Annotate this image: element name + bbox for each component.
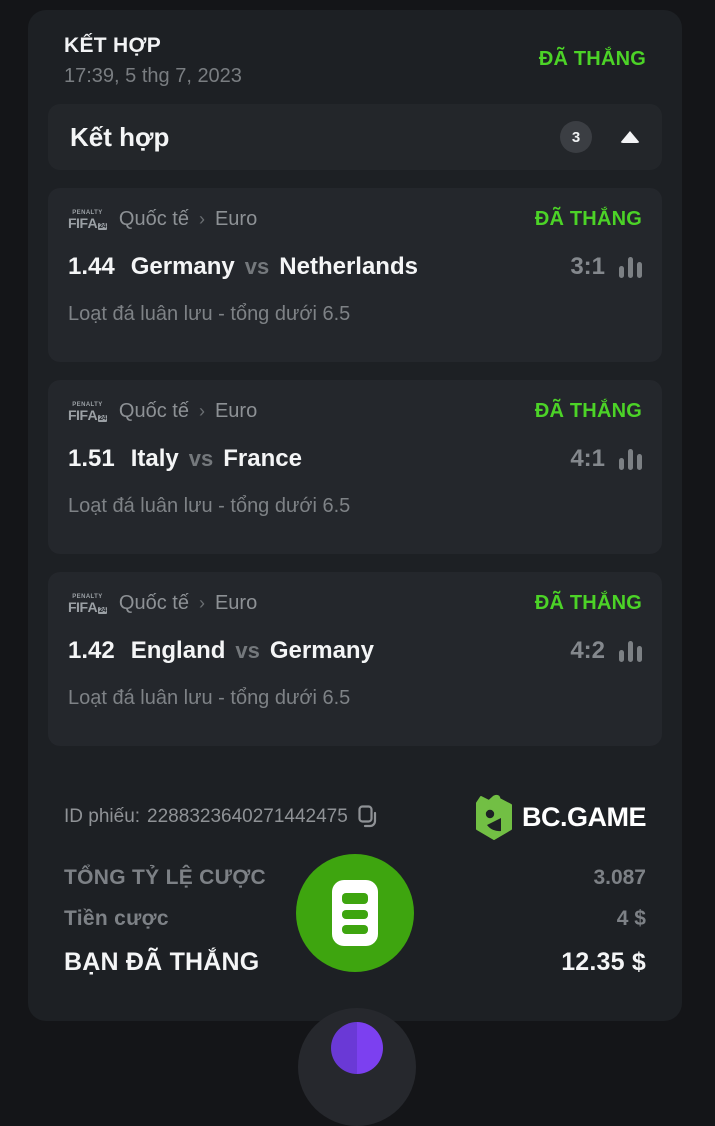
slip-header-left: KẾT HỢP 17:39, 5 thg 7, 2023 xyxy=(64,34,242,88)
win-label: BẠN ĐÃ THẮNG xyxy=(64,948,260,976)
vs-label: vs xyxy=(244,254,270,279)
away-team: France xyxy=(223,445,302,472)
bcgame-mascot-icon xyxy=(476,794,512,840)
bet-card: PENALTY FIF A 24 Quốc tế › Euro ĐÃ THẮNG 1… xyxy=(48,572,662,746)
total-odds-row: TỔNG TỶ LỆ CƯỢC 3.087 xyxy=(64,866,646,890)
bet-status-badge: ĐÃ THẮNG xyxy=(534,208,642,230)
bcgame-wordmark: BC.GAME xyxy=(522,801,647,832)
bet-match-row: 1.42 England vs Germany 4:2 xyxy=(68,637,642,665)
bet-status-badge: ĐÃ THẮNG xyxy=(534,592,642,614)
stats-bars-icon[interactable] xyxy=(619,256,642,278)
bet-card-header: PENALTY FIF A 24 Quốc tế › Euro ĐÃ THẮNG xyxy=(68,400,642,423)
away-team: Netherlands xyxy=(279,253,418,280)
bet-odds: 1.42 xyxy=(68,637,115,664)
win-value: 12.35 $ xyxy=(561,948,646,976)
vs-label: vs xyxy=(235,638,260,663)
match-score: 4:1 xyxy=(570,445,605,472)
breadcrumb-league: Euro xyxy=(214,400,258,422)
breadcrumb-league: Euro xyxy=(214,592,258,614)
total-odds-value: 3.087 xyxy=(593,866,646,889)
bet-card-header: PENALTY FIF A 24 Quốc tế › Euro ĐÃ THẮNG xyxy=(68,208,642,231)
ticket-id-label: ID phiếu: xyxy=(64,806,141,827)
bet-odds: 1.51 xyxy=(68,445,115,472)
bet-card: PENALTY FIF A 24 Quốc tế › Euro ĐÃ THẮNG 1… xyxy=(48,380,662,554)
home-team: England xyxy=(130,637,226,664)
stats-bars-icon[interactable] xyxy=(619,640,642,662)
slip-title: KẾT HỢP xyxy=(64,34,162,57)
stake-label: Tiền cược xyxy=(64,907,169,930)
breadcrumb-separator-icon: › xyxy=(198,593,205,613)
bet-market: Loạt đá luân lưu - tổng dưới 6.5 xyxy=(68,303,351,325)
bet-market: Loạt đá luân lưu - tổng dưới 6.5 xyxy=(68,687,351,709)
bet-card-header: PENALTY FIF A 24 Quốc tế › Euro ĐÃ THẮNG xyxy=(68,592,642,615)
bcgame-logo: BC.GAME xyxy=(474,794,647,840)
total-odds-label: TỔNG TỶ LỆ CƯỢC xyxy=(64,866,267,889)
combo-count-badge: 3 xyxy=(560,121,592,153)
vs-label: vs xyxy=(188,446,214,471)
breadcrumb-category: Quốc tế xyxy=(118,208,189,230)
away-team: Germany xyxy=(269,637,374,664)
betslip-receipt-button[interactable] xyxy=(296,854,414,972)
bet-status-badge: ĐÃ THẮNG xyxy=(534,400,642,422)
currency-orb-button[interactable] xyxy=(331,1022,383,1074)
bet-match-row: 1.51 Italy vs France 4:1 xyxy=(68,445,642,473)
totals-section: TỔNG TỶ LỆ CƯỢC 3.087 Tiền cược 4 $ BẠN … xyxy=(48,854,662,977)
slip-header: KẾT HỢP 17:39, 5 thg 7, 2023 ĐÃ THẮNG xyxy=(48,34,662,88)
bet-card: PENALTY FIF A 24 Quốc tế › Euro ĐÃ THẮNG 1… xyxy=(48,188,662,362)
stake-value: 4 $ xyxy=(616,907,646,930)
win-row: BẠN ĐÃ THẮNG 12.35 $ xyxy=(64,948,646,977)
match-score: 3:1 xyxy=(570,253,605,280)
bet-odds: 1.44 xyxy=(68,253,115,280)
breadcrumb-category: Quốc tế xyxy=(118,592,189,614)
combo-label: Kết hợp xyxy=(70,121,170,152)
ticket-id-value: 2288323640271442475 xyxy=(147,806,348,827)
copy-icon[interactable] xyxy=(358,805,378,829)
breadcrumb-league: Euro xyxy=(214,208,258,230)
breadcrumb-category: Quốc tế xyxy=(118,400,189,422)
slip-timestamp: 17:39, 5 thg 7, 2023 xyxy=(64,65,242,87)
home-team: Germany xyxy=(130,253,235,280)
fifa-penalty-icon: PENALTY FIF A 24 xyxy=(68,593,107,615)
ticket-row: ID phiếu: 2288323640271442475 BC.GAME xyxy=(48,794,662,840)
fifa-penalty-icon: PENALTY FIF A 24 xyxy=(68,209,107,231)
combo-collapse-row[interactable]: Kết hợp 3 xyxy=(48,104,662,170)
bet-slip-panel: KẾT HỢP 17:39, 5 thg 7, 2023 ĐÃ THẮNG Kế… xyxy=(28,10,682,1021)
bet-match-row: 1.44 Germany vs Netherlands 3:1 xyxy=(68,253,642,281)
match-score: 4:2 xyxy=(570,637,605,664)
breadcrumb-separator-icon: › xyxy=(198,401,205,421)
receipt-icon xyxy=(332,880,378,946)
bet-market: Loạt đá luân lưu - tổng dưới 6.5 xyxy=(68,495,351,517)
stats-bars-icon[interactable] xyxy=(619,448,642,470)
stake-row: Tiền cược 4 $ xyxy=(64,907,646,931)
fifa-penalty-icon: PENALTY FIF A 24 xyxy=(68,401,107,423)
home-team: Italy xyxy=(130,445,179,472)
ticket-id: ID phiếu: 2288323640271442475 xyxy=(64,806,348,828)
breadcrumb-separator-icon: › xyxy=(198,209,205,229)
chevron-up-icon xyxy=(620,131,640,143)
slip-status-badge: ĐÃ THẮNG xyxy=(538,48,646,70)
